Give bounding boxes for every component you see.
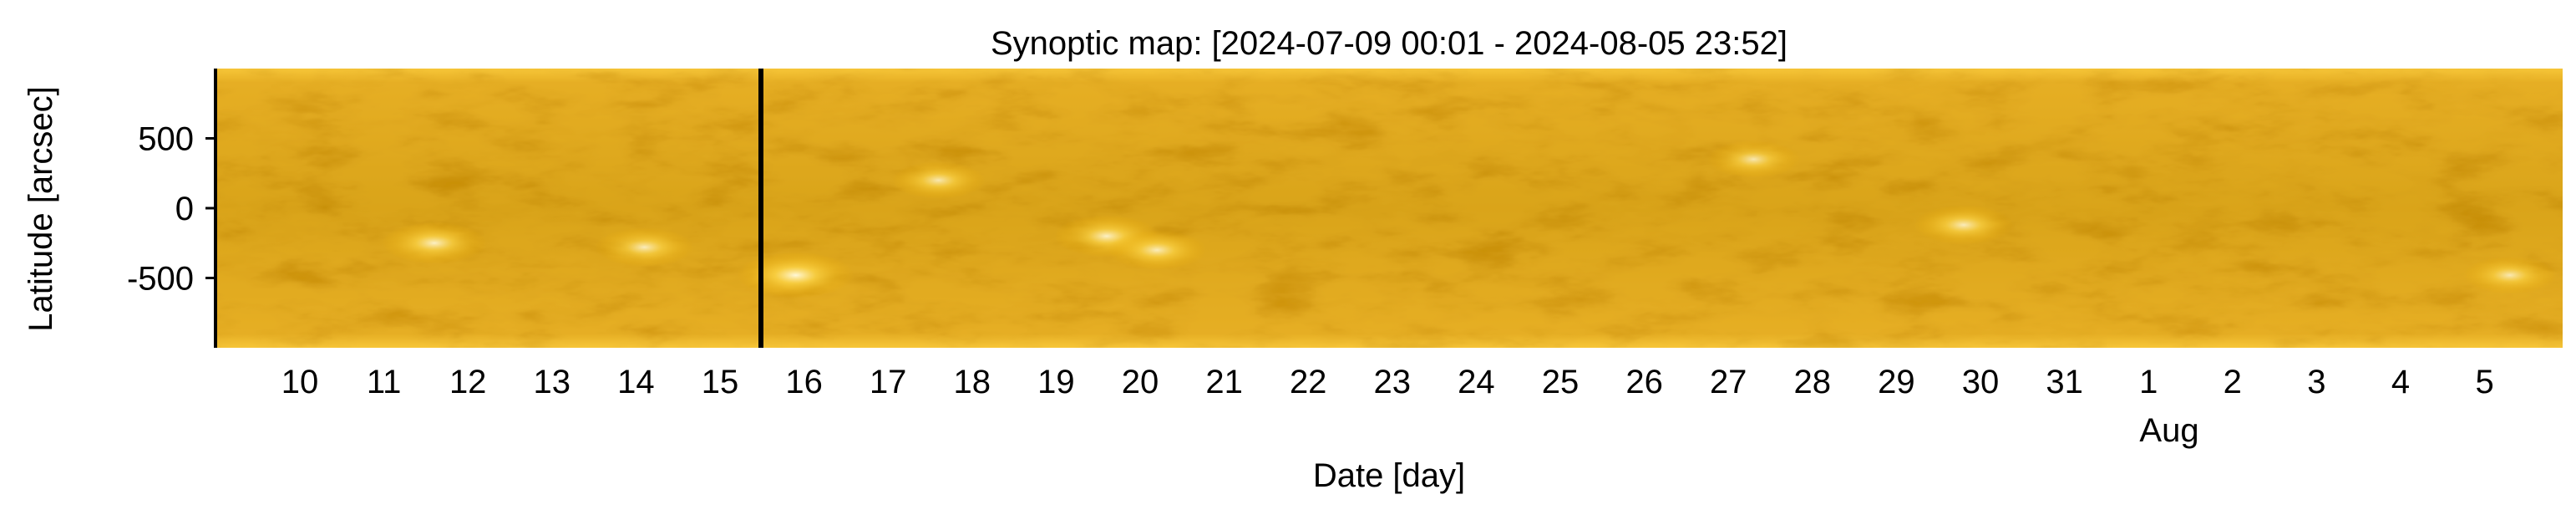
x-tick-label: 27 [1710, 364, 1747, 400]
x-tick-label: 31 [2046, 364, 2083, 400]
x-tick-label: 21 [1205, 364, 1243, 400]
x-month-label: Aug [2139, 412, 2198, 449]
x-tick-label: 2 [2224, 364, 2242, 400]
x-tick-label: 22 [1290, 364, 1327, 400]
y-tick-label: -500 [127, 261, 194, 298]
x-tick-label: 4 [2391, 364, 2410, 400]
x-tick-label: 26 [1625, 364, 1663, 400]
bright-region [891, 161, 986, 200]
x-tick-label: 30 [1962, 364, 2000, 400]
x-tick-label: 28 [1794, 364, 1832, 400]
x-tick-label: 10 [281, 364, 319, 400]
x-tick-label: 23 [1374, 364, 1412, 400]
bright-regions [381, 140, 2557, 299]
x-tick-label: 19 [1037, 364, 1075, 400]
x-ticks: 10 11 12 13 14 15 16 17 18 19 20 21 22 23 24 25 26 27 28 29… [281, 364, 2494, 400]
chart-title: Synoptic map: [2024-07-09 00:01 - 2024-0… [991, 25, 1787, 62]
x-tick-label: 25 [1542, 364, 1580, 400]
x-tick-label: 13 [534, 364, 571, 400]
x-tick-label: 12 [449, 364, 487, 400]
x-tick-label: 5 [2475, 364, 2493, 400]
x-tick-label: 15 [702, 364, 739, 400]
x-tick-label: 16 [785, 364, 823, 400]
bright-region [737, 252, 854, 299]
y-axis-label: Latitude [arcsec] [23, 86, 59, 332]
x-tick-label: 17 [870, 364, 907, 400]
x-tick-label: 24 [1458, 364, 1495, 400]
x-tick-label: 11 [367, 364, 402, 400]
bright-region [1914, 205, 2014, 245]
bright-region [1107, 230, 1207, 270]
x-tick-label: 14 [617, 364, 655, 400]
plot-area [216, 69, 2563, 348]
x-tick-label: 3 [2307, 364, 2325, 400]
x-tick-label: 18 [954, 364, 991, 400]
bright-region [594, 227, 694, 268]
y-ticks: 500 0 -500 [127, 121, 216, 298]
bright-region [2462, 256, 2557, 294]
x-axis-label: Date [day] [1313, 457, 1465, 494]
bright-region [381, 222, 487, 264]
x-tick-label: 29 [1878, 364, 1915, 400]
y-tick-label: 0 [175, 191, 194, 227]
x-tick-label: 1 [2139, 364, 2158, 400]
bright-region [1706, 140, 1801, 178]
y-tick-label: 500 [138, 121, 194, 158]
x-tick-label: 20 [1122, 364, 1159, 400]
